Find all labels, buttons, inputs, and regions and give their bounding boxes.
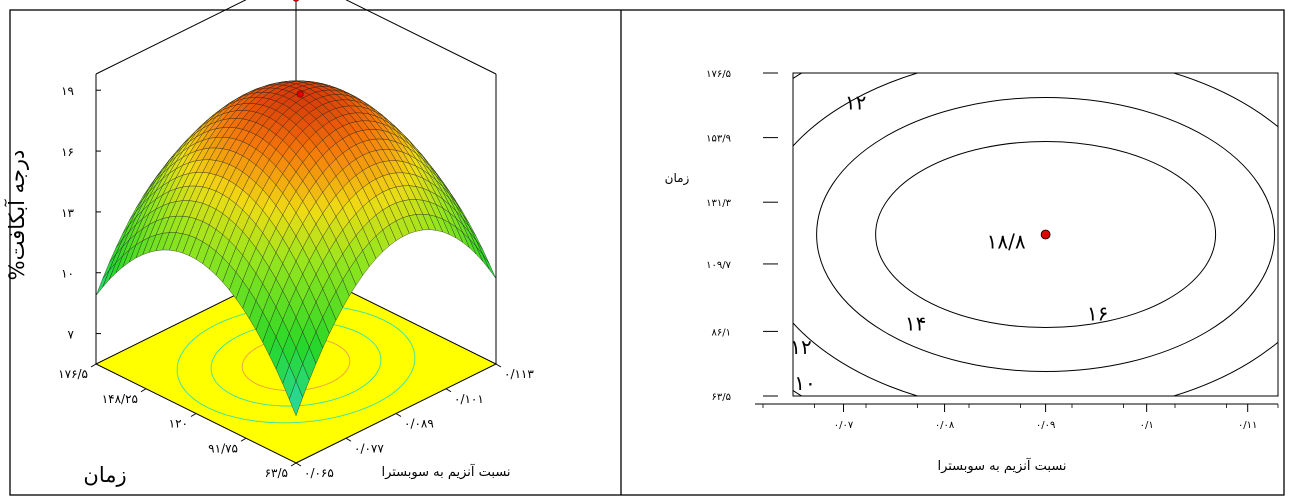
top-right-edge [345,0,497,75]
y-tick-label: ۱۰۹/۷ [706,260,731,271]
contour-axes: ۱۷۶/۵ ۱۵۳/۹ ۱۳۱/۳ ۱۰۹/۷ ۸۶/۱ ۶۳/۵ ۰/۰۷ ۰/۰۸ ۰/۰۹… [706,69,1279,431]
ratio-tick-label: ۰/۱۰۱ [454,392,484,406]
figure-border [9,9,1285,496]
response-surface [95,0,497,417]
time-tick [190,413,197,417]
z-tick-label: ۱۰ [61,267,74,281]
x-tick-label: ۰/۰۷ [834,420,854,431]
surface-plot-panel: ۷ ۱۰ ۱۳ ۱۶ ۱۹ ۱۷۶/۵ ۱۴۸/۲۵ ۱۲۰ ۹۱/۷۵ ۶۳/۵ ۰/۱۱۳ ۰/۱… [4,0,534,487]
z-axis-label: %درجه آبکافت [4,150,29,281]
x-tick-label: ۰/۱۱ [1238,420,1257,431]
optimum-value-label: ۱۸/۸ [987,230,1026,254]
contour-level-label: ۱۶ [1087,302,1108,326]
contour-y-axis-label: زمان [665,171,690,186]
contour-level-label: ۱۴ [905,312,926,336]
ratio-tick [345,437,352,442]
optimum-point-marker [296,90,304,98]
y-tick-label: ۱۵۳/۹ [706,134,731,145]
time-tick [140,388,147,393]
contour-level-label: ۱۲ [845,91,866,115]
contour-line [816,97,1276,372]
top-left-edge [95,0,247,75]
ratio-tick [445,388,452,393]
x-tick-label: ۰/۰۹ [1036,420,1055,431]
contour-level-label: ۱۰ [794,371,815,395]
surface-facet [289,380,303,417]
time-tick [290,462,297,467]
contour-labels: ۱۸/۸ ۱۶ ۱۴ ۱۲ ۱۲ ۱۰ [790,91,1108,396]
contour-plot-panel: ۱۸/۸ ۱۶ ۱۴ ۱۲ ۱۲ ۱۰ ۱۷۶/۵ ۱۵۳/۹ ۱۳۱/۳ ۱۰۹/۷ ۸۶/۱ ۶… [665,69,1279,474]
ratio-tick [295,462,302,467]
contour-line [875,141,1217,328]
contour-lines [793,73,1278,396]
time-tick-label: ۱۴۸/۲۵ [102,392,138,406]
z-tick-label: ۱۶ [61,145,74,159]
z-tick-label: ۱۳ [61,206,74,220]
y-tick-label: ۱۷۶/۵ [706,69,731,80]
y-tick-label: ۸۶/۱ [712,327,731,338]
time-axis-label: زمان [83,463,126,487]
optimum-point [1040,229,1051,240]
contour-x-axis-label: نسبت آنزیم به سوبسترا [937,457,1066,474]
time-tick-label: ۹۱/۷۵ [208,441,238,455]
ratio-tick-label: ۰/۰۷۷ [354,441,384,455]
surface-tick-labels: ۷ ۱۰ ۱۳ ۱۶ ۱۹ ۱۷۶/۵ ۱۴۸/۲۵ ۱۲۰ ۹۱/۷۵ ۶۳/۵ ۰/۱۱۳ ۰/۱… [58,84,534,480]
x-tick-label: ۰/۱ [1140,420,1154,431]
y-tick-label: ۶۳/۵ [712,392,731,403]
ratio-tick-label: ۰/۱۱۳ [504,367,534,381]
surface-facet [95,270,110,296]
ratio-tick-label: ۰/۰۶۵ [304,466,334,480]
z-tick-label: ۷ [68,328,75,342]
time-tick-label: ۱۲۰ [169,417,188,431]
time-tick [240,437,247,442]
ratio-tick [395,413,402,417]
z-tick-label: ۱۹ [61,84,74,98]
ratio-tick [495,363,502,368]
optimum-projection-marker [293,0,299,2]
time-tick [90,363,97,368]
contour-plot-area [792,72,1279,397]
time-tick-label: ۱۷۶/۵ [58,367,88,381]
surface-facet [482,254,497,279]
y-tick-label: ۱۳۱/۳ [706,198,731,209]
x-tick-label: ۰/۰۸ [935,420,955,431]
ratio-tick-label: ۰/۰۸۹ [404,417,434,431]
time-tick-label: ۶۳/۵ [265,466,288,480]
ratio-axis-label: نسبت آنزیم به سوبسترا [381,463,510,480]
contour-level-label: ۱۲ [790,335,811,359]
